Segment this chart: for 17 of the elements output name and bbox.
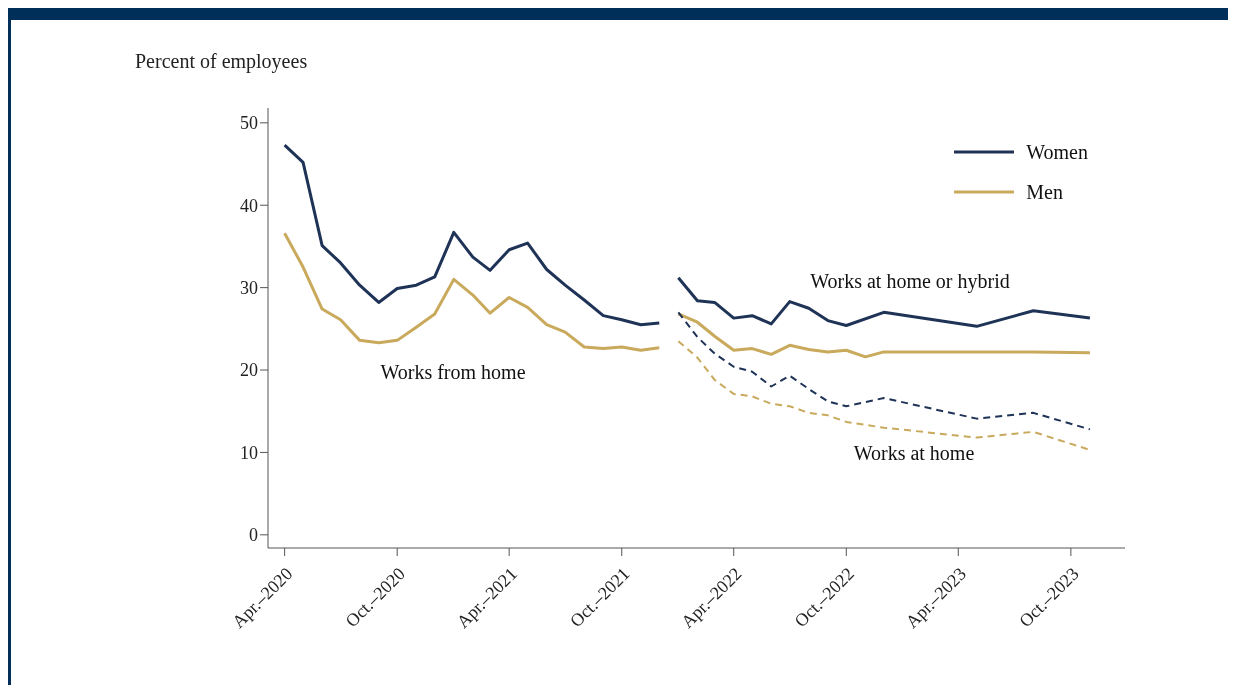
line-series <box>676 312 1092 359</box>
y-axis-title: Percent of employees <box>135 50 308 73</box>
annotation: Works at home or hybrid <box>810 269 1010 293</box>
y-tick-label: 40 <box>240 195 258 216</box>
line-series <box>283 143 661 327</box>
legend-label: Women <box>1026 140 1088 164</box>
y-tick-label: 30 <box>240 278 258 299</box>
y-tick-label: 10 <box>240 442 258 463</box>
y-tick-label: 50 <box>240 113 258 134</box>
y-tick-label: 20 <box>240 360 258 381</box>
annotation: Works at home <box>853 441 975 465</box>
legend-label: Men <box>1026 180 1063 204</box>
line-series <box>677 311 1091 431</box>
line-series <box>676 276 1092 328</box>
annotation: Works from home <box>380 360 526 384</box>
y-tick-label: 0 <box>249 525 258 546</box>
line-series <box>283 231 661 352</box>
